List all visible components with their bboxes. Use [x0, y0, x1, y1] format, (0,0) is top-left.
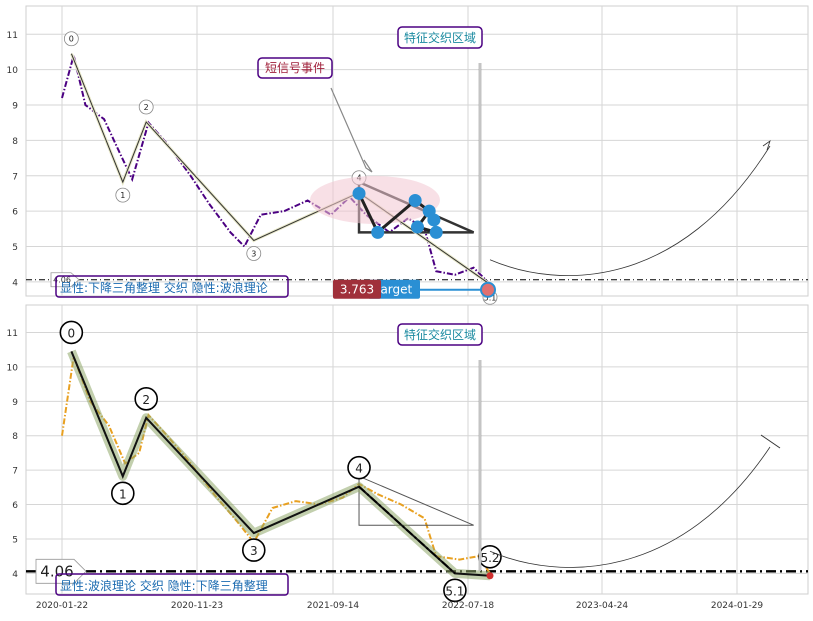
- y-tick-label: 11: [7, 31, 18, 41]
- y-tick-label: 6: [12, 501, 18, 511]
- wave-label-circle: [115, 187, 131, 203]
- y-tick-label: 7: [12, 172, 18, 182]
- wave-label-text: 0: [68, 326, 76, 340]
- wave-label-text: 5.1: [484, 293, 497, 302]
- signal-zone-ellipse: [310, 176, 440, 224]
- y-tick-label: 10: [7, 363, 19, 373]
- zone-annotation-text: 特征交织区域: [404, 30, 476, 45]
- plot-area: [25, 304, 809, 595]
- wave-label-text: 4: [355, 462, 363, 476]
- y-tick-label: 4: [12, 570, 18, 580]
- footer-caption: 显性:下降三角整理 交织 隐性:波浪理论: [60, 280, 268, 295]
- wave-projection-line: [358, 485, 456, 575]
- wave-label-circle: [347, 455, 371, 480]
- wave-label-circle: [134, 387, 158, 411]
- wave-label-circle: [443, 578, 467, 603]
- y-tick-label: 5: [12, 243, 18, 253]
- footer-caption: 显性:波浪理论 交织 隐性:下降三角整理: [60, 578, 268, 593]
- footer-caption-box: [55, 275, 289, 298]
- y-tick-label: 8: [12, 432, 18, 442]
- zone-annotation-box: [397, 323, 483, 346]
- wave-label-text: 5.2: [480, 551, 499, 565]
- price-label-box: [333, 279, 381, 299]
- y-tick-label: 7: [12, 467, 18, 477]
- plot-area: [25, 5, 809, 297]
- wave-label-text: 5.1: [445, 584, 464, 598]
- level-tag-label: 4.06: [53, 276, 71, 285]
- y-tick-label: 10: [7, 66, 19, 76]
- wave-label-circle: [59, 320, 84, 345]
- signal-point: [410, 220, 424, 234]
- signal-point: [427, 213, 441, 227]
- zone-annotation-box: [397, 26, 483, 49]
- y-tick-label: 6: [12, 208, 18, 218]
- x-tick-label: 2021-09-14: [307, 601, 360, 611]
- projection-curve: [489, 145, 771, 276]
- signal-point: [429, 225, 443, 239]
- wave-label-text: 1: [120, 191, 125, 200]
- footer-caption-box: [55, 573, 289, 596]
- signal-point: [371, 225, 385, 239]
- wave-label-text: 3: [251, 249, 256, 258]
- projection-arrowhead: [760, 434, 781, 449]
- wave-label-text: 2: [142, 393, 150, 407]
- y-tick-label: 9: [12, 102, 18, 112]
- zone-annotation-text: 特征交织区域: [404, 327, 476, 342]
- wave-label-text: 1: [119, 487, 127, 501]
- triangle-pattern: [358, 475, 474, 526]
- wave-label-text: 0: [69, 35, 74, 44]
- y-tick-label: 4: [12, 278, 18, 288]
- projection-arrowhead: [762, 139, 771, 151]
- wave-label-text: 3: [250, 544, 258, 558]
- signal-point: [352, 186, 366, 200]
- short-signal-text: 短信号事件: [265, 61, 325, 75]
- x-tick-label: 2024-01-29: [711, 601, 764, 611]
- level-tag-shape: [35, 558, 87, 584]
- short-signal-box: [257, 57, 333, 79]
- y-tick-label: 11: [7, 329, 18, 339]
- x-tick-label: 2020-01-22: [36, 601, 88, 611]
- y-tick-label: 9: [12, 398, 18, 408]
- x-tick-label: 2020-11-23: [171, 601, 223, 611]
- wave-line: [70, 351, 491, 577]
- x-tick-label: 2023-04-24: [576, 601, 629, 611]
- target-point: [480, 281, 496, 298]
- signal-point: [408, 194, 422, 208]
- wave-label-text: 2: [144, 103, 149, 112]
- target-point: [486, 572, 494, 580]
- short-signal-arrow: [330, 87, 373, 173]
- price-label-text: 3.763: [340, 283, 374, 297]
- y-tick-label: 5: [12, 535, 18, 545]
- target-label-text: target: [376, 283, 413, 297]
- wave-label-circle: [63, 31, 79, 47]
- wave-label-circle: [111, 481, 135, 506]
- wave-label-circle: [138, 99, 154, 115]
- y-tick-label: 8: [12, 137, 18, 147]
- projection-curve: [489, 446, 771, 568]
- wave-label-circle: [246, 246, 262, 261]
- level-tag-label: 4.06: [40, 562, 73, 580]
- wave-label-circle: [241, 538, 266, 562]
- x-tick-label: 2022-07-18: [442, 601, 495, 611]
